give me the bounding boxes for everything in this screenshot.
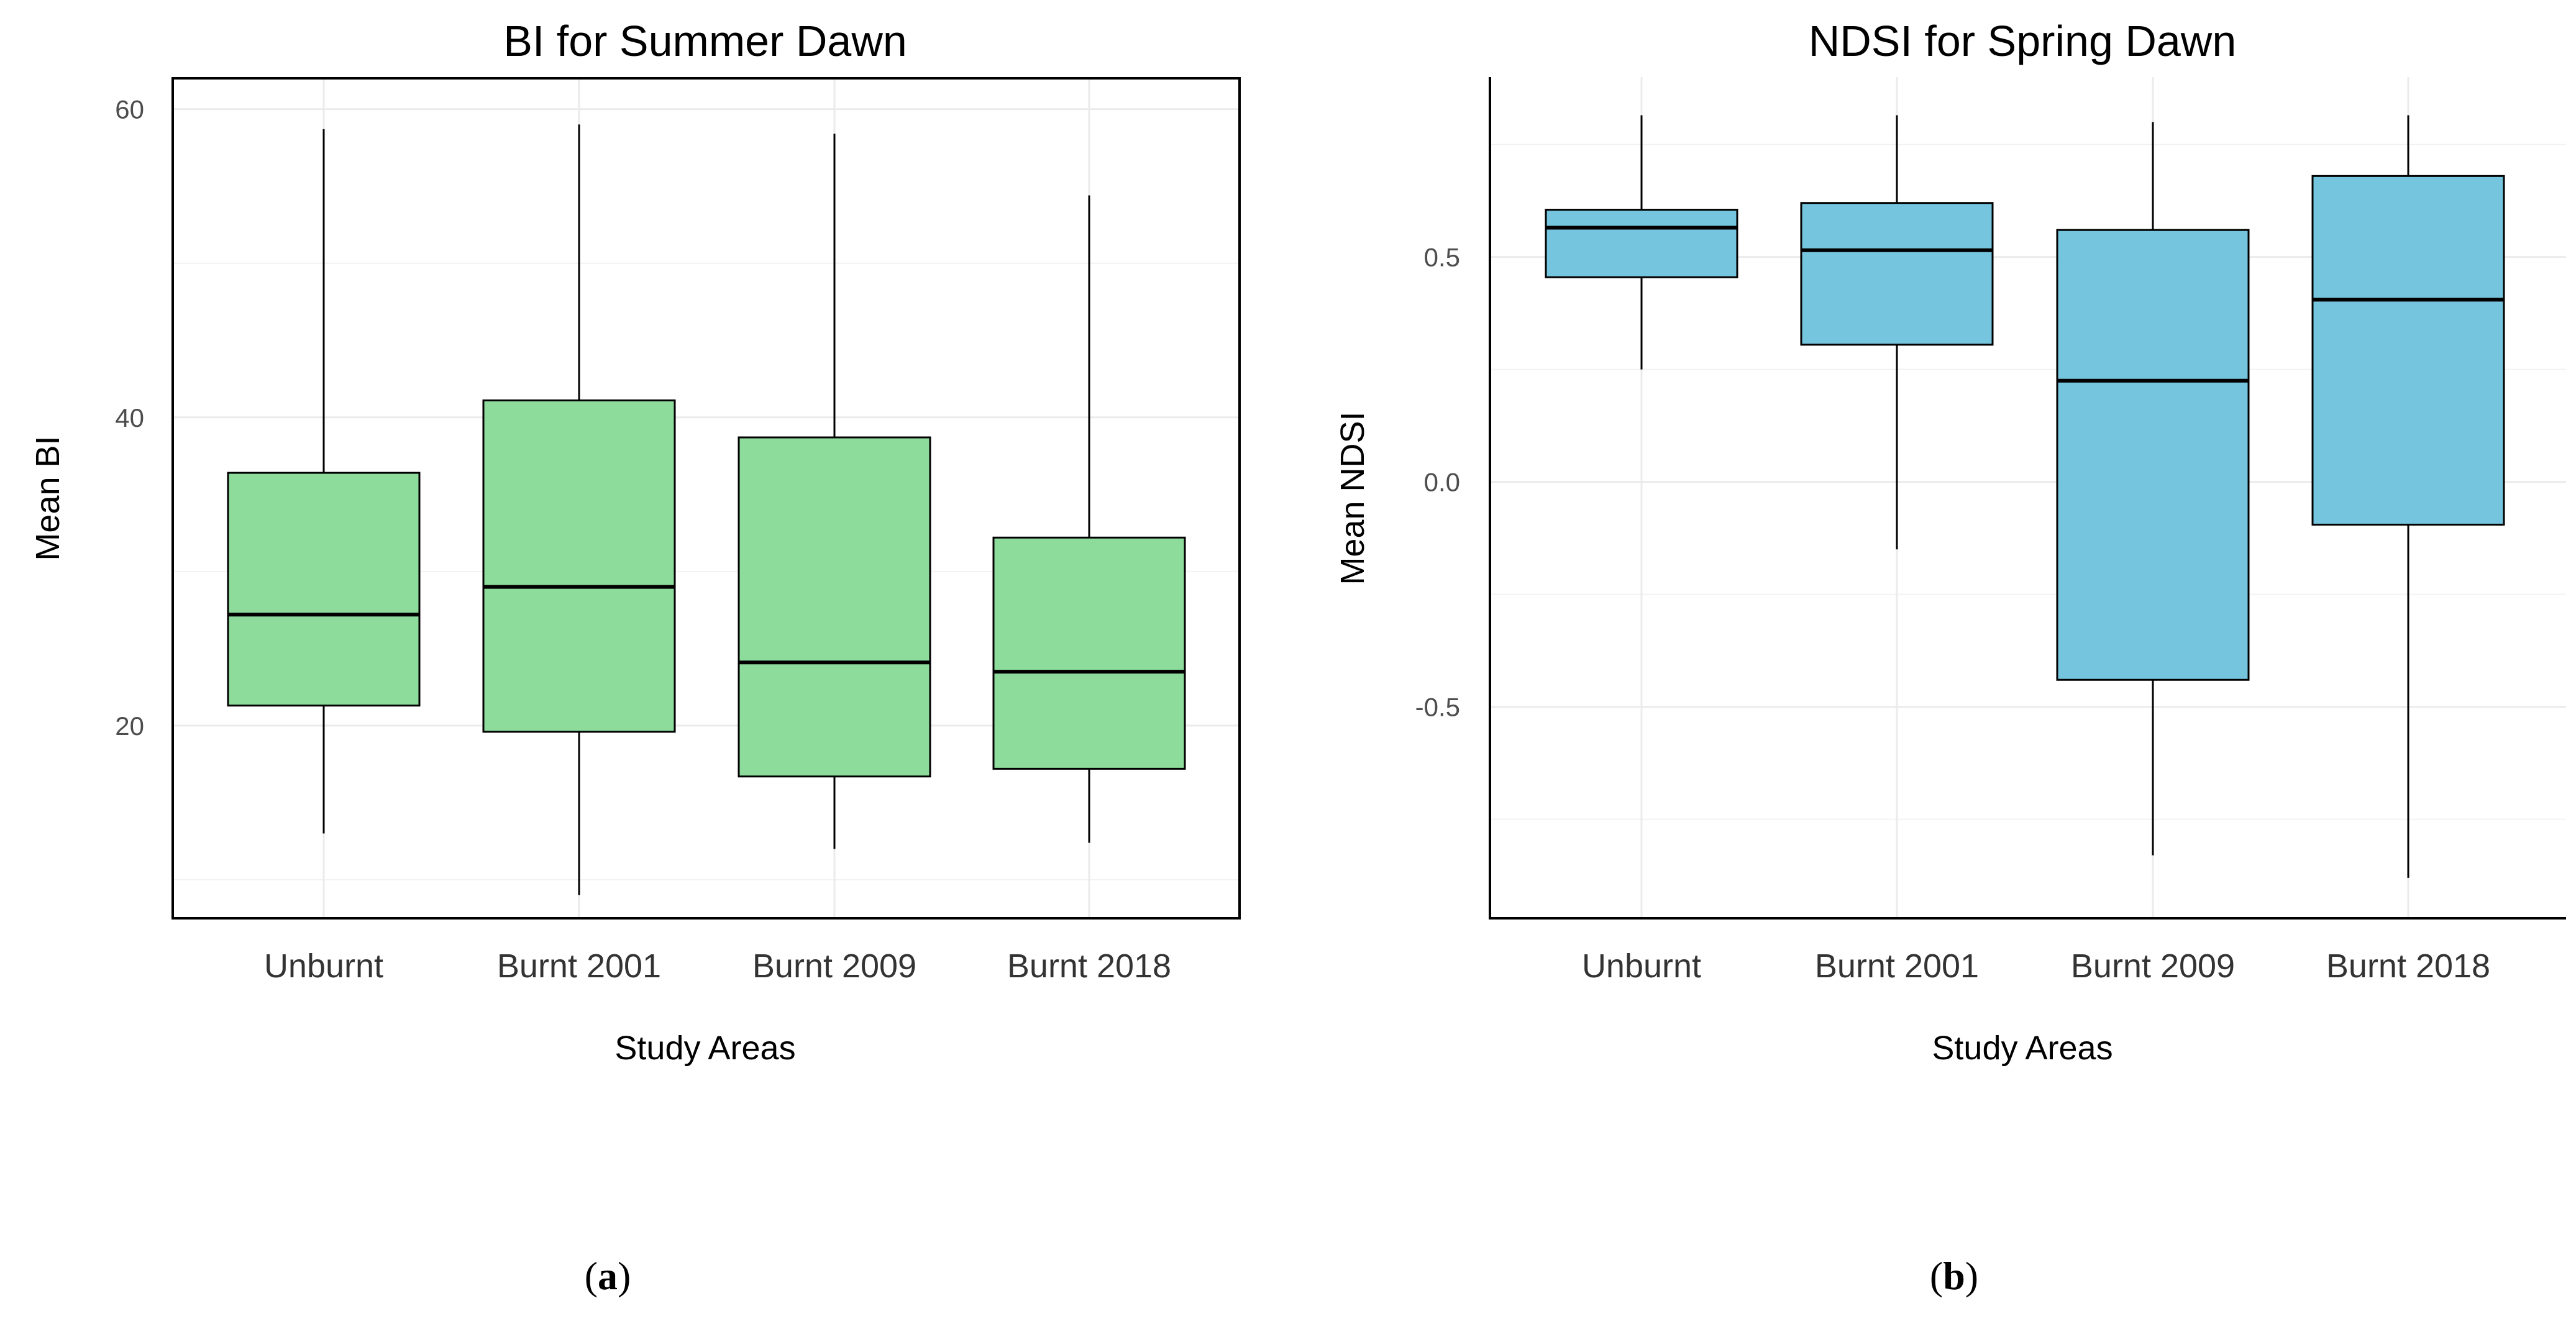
y-tick-label: 0.0 bbox=[1424, 468, 1460, 497]
x-tick-label: Unburnt bbox=[1582, 947, 1701, 985]
y-tick-label: 0.5 bbox=[1424, 243, 1460, 272]
box-burnt-2018 bbox=[2311, 115, 2505, 878]
y-tick-label: 40 bbox=[115, 403, 144, 432]
chart-ndsi-spring-dawn: NDSI for Spring Dawn -0.5 0.0 0.5 Unburnt B… bbox=[1334, 17, 2566, 1298]
chart-title: NDSI for Spring Dawn bbox=[1809, 17, 2237, 65]
iqr-box bbox=[2311, 175, 2505, 526]
iqr-box bbox=[227, 472, 421, 707]
iqr-box bbox=[1800, 202, 1994, 346]
iqr-box bbox=[738, 436, 931, 778]
chart-title: BI for Summer Dawn bbox=[503, 17, 907, 65]
box-unburnt bbox=[227, 129, 421, 834]
x-categories: Unburnt Burnt 2001 Burnt 2009 Burnt 2018 bbox=[1582, 947, 2490, 985]
iqr-box bbox=[2056, 229, 2250, 681]
x-tick-label: Burnt 2001 bbox=[1815, 947, 1979, 985]
y-tick-label: 20 bbox=[115, 711, 144, 741]
iqr-box bbox=[1545, 209, 1738, 278]
y-ticks: 20 40 60 bbox=[115, 95, 144, 741]
panel-letter: b bbox=[1943, 1254, 1965, 1298]
x-axis-label: Study Areas bbox=[1932, 1029, 2112, 1067]
x-tick-label: Burnt 2009 bbox=[752, 947, 916, 985]
chart-bi-summer-dawn: BI for Summer Dawn 20 40 60 Unburnt Burnt 2… bbox=[29, 17, 1241, 1298]
x-tick-label: Burnt 2018 bbox=[1007, 947, 1171, 985]
iqr-box bbox=[992, 536, 1186, 770]
panel-letter: a bbox=[598, 1254, 618, 1298]
x-tick-label: Burnt 2009 bbox=[2071, 947, 2235, 985]
y-ticks: -0.5 0.0 0.5 bbox=[1415, 243, 1460, 722]
boxes bbox=[1545, 115, 2505, 878]
box-unburnt bbox=[1545, 115, 1738, 370]
box-burnt-2001 bbox=[482, 124, 676, 895]
boxes bbox=[227, 124, 1186, 895]
y-axis-label: Mean NDSI bbox=[1334, 411, 1371, 585]
x-categories: Unburnt Burnt 2001 Burnt 2009 Burnt 2018 bbox=[264, 947, 1171, 985]
panel-label: (b) bbox=[1930, 1254, 1978, 1298]
box-burnt-2009 bbox=[738, 134, 931, 849]
x-axis-label: Study Areas bbox=[614, 1029, 795, 1067]
panel-label: (a) bbox=[585, 1254, 631, 1298]
plot-border bbox=[171, 77, 1241, 920]
box-burnt-2009 bbox=[2056, 122, 2250, 856]
y-tick-label: -0.5 bbox=[1415, 693, 1460, 722]
x-tick-label: Unburnt bbox=[264, 947, 383, 985]
y-axis-label: Mean BI bbox=[29, 436, 66, 560]
iqr-box bbox=[482, 399, 676, 733]
x-tick-label: Burnt 2018 bbox=[2326, 947, 2490, 985]
box-burnt-2001 bbox=[1800, 115, 1994, 550]
x-tick-label: Burnt 2001 bbox=[497, 947, 661, 985]
box-burnt-2018 bbox=[992, 195, 1186, 843]
y-tick-label: 60 bbox=[115, 95, 144, 124]
